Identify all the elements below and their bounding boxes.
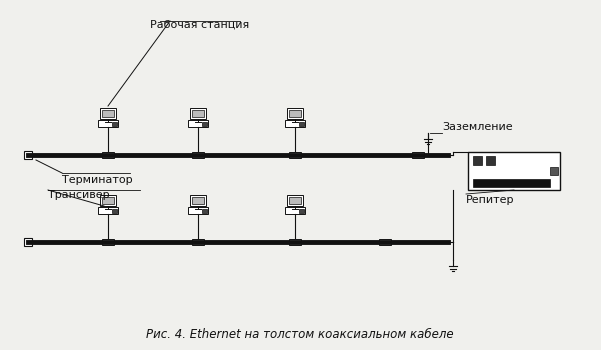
Bar [102, 239, 114, 245]
Bar [188, 207, 208, 214]
Bar [550, 167, 558, 175]
Bar [191, 195, 206, 206]
Bar [288, 152, 301, 158]
Bar [473, 156, 482, 165]
Text: Репитер: Репитер [466, 195, 514, 205]
Bar [192, 197, 204, 204]
Bar [191, 108, 206, 119]
Text: Рабочая станция: Рабочая станция [150, 20, 249, 30]
Bar [100, 108, 115, 119]
Bar [98, 120, 118, 127]
Bar [103, 110, 114, 117]
Bar [112, 122, 117, 126]
Bar [24, 151, 32, 159]
Bar [192, 152, 204, 158]
Bar [112, 209, 117, 213]
Bar [290, 197, 300, 204]
Bar [288, 239, 301, 245]
Bar [202, 209, 207, 213]
Bar [24, 238, 32, 246]
Text: Трансивер: Трансивер [48, 190, 109, 200]
Bar [285, 120, 305, 127]
Bar [98, 207, 118, 214]
Bar [188, 120, 208, 127]
Bar [192, 110, 204, 117]
Bar [290, 110, 300, 117]
Bar [299, 122, 304, 126]
Text: Терминатор: Терминатор [62, 175, 133, 185]
Bar [202, 122, 207, 126]
Bar [102, 152, 114, 158]
Text: Заземление: Заземление [442, 122, 513, 132]
Bar [287, 108, 303, 119]
Bar [192, 239, 204, 245]
Bar [100, 195, 115, 206]
Bar [103, 197, 114, 204]
Bar [473, 179, 550, 187]
Bar [287, 195, 303, 206]
Bar [486, 156, 495, 165]
Text: Рис. 4. Ethernet на толстом коаксиальном кабеле: Рис. 4. Ethernet на толстом коаксиальном… [146, 328, 454, 341]
Bar [379, 239, 391, 245]
Bar [412, 152, 424, 158]
Bar [299, 209, 304, 213]
Bar [285, 207, 305, 214]
Bar [468, 152, 560, 190]
